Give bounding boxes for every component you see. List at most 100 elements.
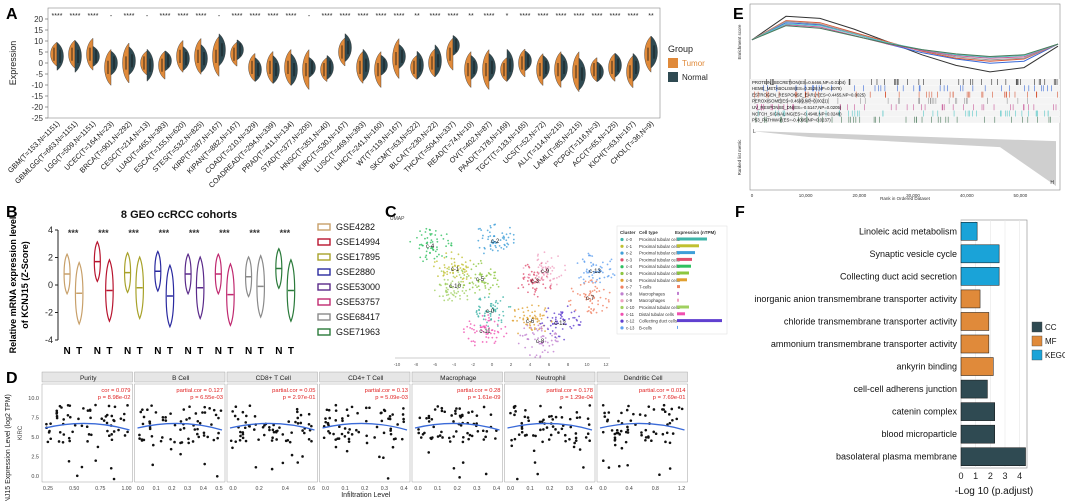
umap-point-c-10 xyxy=(454,295,457,298)
x-tick-c: 12 xyxy=(603,362,609,367)
legend-label-f-0: CC xyxy=(1045,323,1057,332)
umap-point-c-6 xyxy=(539,313,542,316)
stat2-d-3: p = 5.09e-03 xyxy=(375,395,408,401)
umap-point-c-12 xyxy=(554,336,557,339)
umap-point-c-1 xyxy=(453,264,456,267)
strip-title-d-0: Purity xyxy=(80,375,97,382)
bar-f-4 xyxy=(960,312,990,331)
point-d-2 xyxy=(253,415,257,418)
legend-type-c-4: Proximal tubular cells xyxy=(639,264,680,269)
umap-point-c-8 xyxy=(542,344,545,347)
panel-letter-e: E xyxy=(733,6,744,23)
umap-point-c-13 xyxy=(582,278,585,281)
legend-swatch-b-5 xyxy=(317,298,331,306)
umap-point-c-4 xyxy=(420,243,423,246)
umap-point-c-7 xyxy=(590,308,593,310)
umap-point-c-7 xyxy=(591,302,594,305)
umap-point-c-3 xyxy=(535,281,537,283)
point-d-1 xyxy=(159,439,163,443)
umap-point-c-2 xyxy=(480,229,483,232)
umap-point-c-12 xyxy=(579,321,582,323)
umap-point-c-4 xyxy=(424,237,426,240)
point-d-5 xyxy=(588,404,592,407)
umap-point-c-2 xyxy=(489,225,492,227)
umap-point-c-2 xyxy=(482,234,484,237)
umap-point-c-7 xyxy=(602,304,604,307)
legend-bar-c-2 xyxy=(677,251,695,255)
point-d-4 xyxy=(485,430,489,433)
umap-point-c-7 xyxy=(605,306,608,309)
umap-point-c-8 xyxy=(551,343,554,346)
umap-point-c-11 xyxy=(493,342,496,345)
umap-point-c-12 xyxy=(547,307,550,310)
point-d-3 xyxy=(337,437,341,440)
umap-point-c-13 xyxy=(610,258,613,261)
umap-point-c-5 xyxy=(484,285,487,287)
umap-point-c-13 xyxy=(591,274,594,277)
umap-point-c-4 xyxy=(424,256,427,259)
umap-point-c-1 xyxy=(432,265,435,268)
umap-point-c-12 xyxy=(573,310,576,313)
umap-point-c-3 xyxy=(549,287,552,290)
point-d-4 xyxy=(443,410,447,414)
point-d-3 xyxy=(341,419,344,423)
umap-point-c-9 xyxy=(543,273,545,276)
umap-point-c-9 xyxy=(549,272,552,275)
umap-point-c-13 xyxy=(595,264,598,266)
umap-point-c-12 xyxy=(554,320,557,323)
point-d-3 xyxy=(347,431,350,434)
point-d-0 xyxy=(110,433,113,436)
bar-f-5 xyxy=(960,334,990,354)
umap-point-c-0 xyxy=(486,321,488,324)
point-d-0 xyxy=(123,434,127,437)
umap-point-c-8 xyxy=(547,351,549,354)
legend-header-c-1: Cell type xyxy=(639,230,658,235)
x-label-n-7: N xyxy=(275,346,282,357)
legend-label-b-2: GSE17895 xyxy=(336,252,380,262)
umap-point-c-2 xyxy=(502,248,505,250)
point-d-2 xyxy=(231,410,234,413)
umap-point-c-3 xyxy=(534,289,537,292)
umap-point-c-6 xyxy=(534,310,536,313)
umap-point-c-1 xyxy=(465,266,468,269)
umap-point-c-11 xyxy=(473,328,475,331)
umap-point-c-10 xyxy=(446,283,449,285)
point-d-2 xyxy=(299,413,303,417)
point-d-0 xyxy=(126,430,129,434)
umap-point-c-4 xyxy=(419,230,421,232)
legend-id-c-0: c-0 xyxy=(626,237,633,242)
y-label-e-bottom: Ranked list metric xyxy=(737,139,742,176)
point-d-1 xyxy=(191,440,195,443)
umap-point-c-13 xyxy=(600,266,603,269)
stat1-d-4: partial.cor = 0.28 xyxy=(457,388,500,394)
significance-a-17: **** xyxy=(358,13,369,20)
umap-point-c-6 xyxy=(519,316,521,319)
legend-label-b-5: GSE53757 xyxy=(336,297,380,307)
point-d-0 xyxy=(62,418,65,421)
umap-point-c-2 xyxy=(498,244,501,247)
point-d-1 xyxy=(179,452,182,456)
umap-point-c-8 xyxy=(541,351,544,354)
point-d-2 xyxy=(307,412,311,416)
umap-point-c-6 xyxy=(529,324,532,327)
point-d-1 xyxy=(141,422,145,426)
point-d-4 xyxy=(427,416,431,420)
x-tick-d-4: 0.2 xyxy=(454,486,461,492)
umap-point-c-7 xyxy=(595,290,598,293)
point-d-1 xyxy=(169,412,172,415)
point-d-6 xyxy=(680,407,684,411)
umap-point-c-7 xyxy=(592,281,594,284)
es-curve-6 xyxy=(751,25,1059,58)
umap-point-c-10 xyxy=(461,290,464,292)
umap-point-c-0 xyxy=(502,296,505,298)
hit-row-bg-6 xyxy=(750,116,1060,123)
umap-point-c-5 xyxy=(471,286,474,289)
umap-point-c-4 xyxy=(424,231,427,233)
point-d-0 xyxy=(67,436,71,440)
point-d-6 xyxy=(627,404,630,408)
cluster-label-c-5: c-5 xyxy=(476,277,485,283)
umap-point-c-8 xyxy=(530,326,532,329)
umap-point-c-9 xyxy=(546,273,549,276)
x-label-n-0: N xyxy=(63,346,70,357)
umap-point-c-10 xyxy=(457,285,460,287)
